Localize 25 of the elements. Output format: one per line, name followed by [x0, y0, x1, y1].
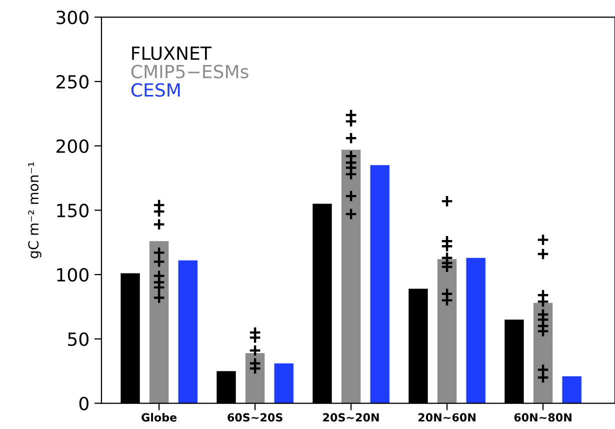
y-tick-label: 100 [57, 268, 88, 282]
x-tick-label: Globe [142, 412, 177, 422]
bar [341, 150, 361, 404]
y-tick-label: 150 [57, 204, 88, 218]
bar [178, 260, 198, 404]
x-tick-label: 20S~20N [323, 413, 379, 422]
y-axis-title: gC m⁻² mon⁻¹ [28, 162, 42, 258]
bar [274, 363, 294, 404]
y-tick-label: 200 [56, 139, 88, 153]
bar [562, 376, 582, 404]
text: CESM [131, 83, 180, 97]
y-tick-label: 0 [79, 396, 88, 410]
bar [466, 258, 486, 404]
x-tick-label: 20N~60N [418, 413, 476, 422]
bar [149, 241, 169, 404]
bar [370, 165, 390, 404]
y-tick-label: 50 [68, 332, 88, 346]
x-tick-label: 60N~80N [514, 413, 572, 422]
text: FLUXNET [132, 46, 212, 60]
bar [437, 259, 457, 404]
y-tick-label: 250 [56, 74, 88, 89]
x-tick-label: 60S~20S [228, 413, 282, 422]
text: CMIP5−ESMs [131, 64, 248, 78]
y-tick-label: 300 [56, 10, 88, 24]
bar [245, 353, 265, 404]
